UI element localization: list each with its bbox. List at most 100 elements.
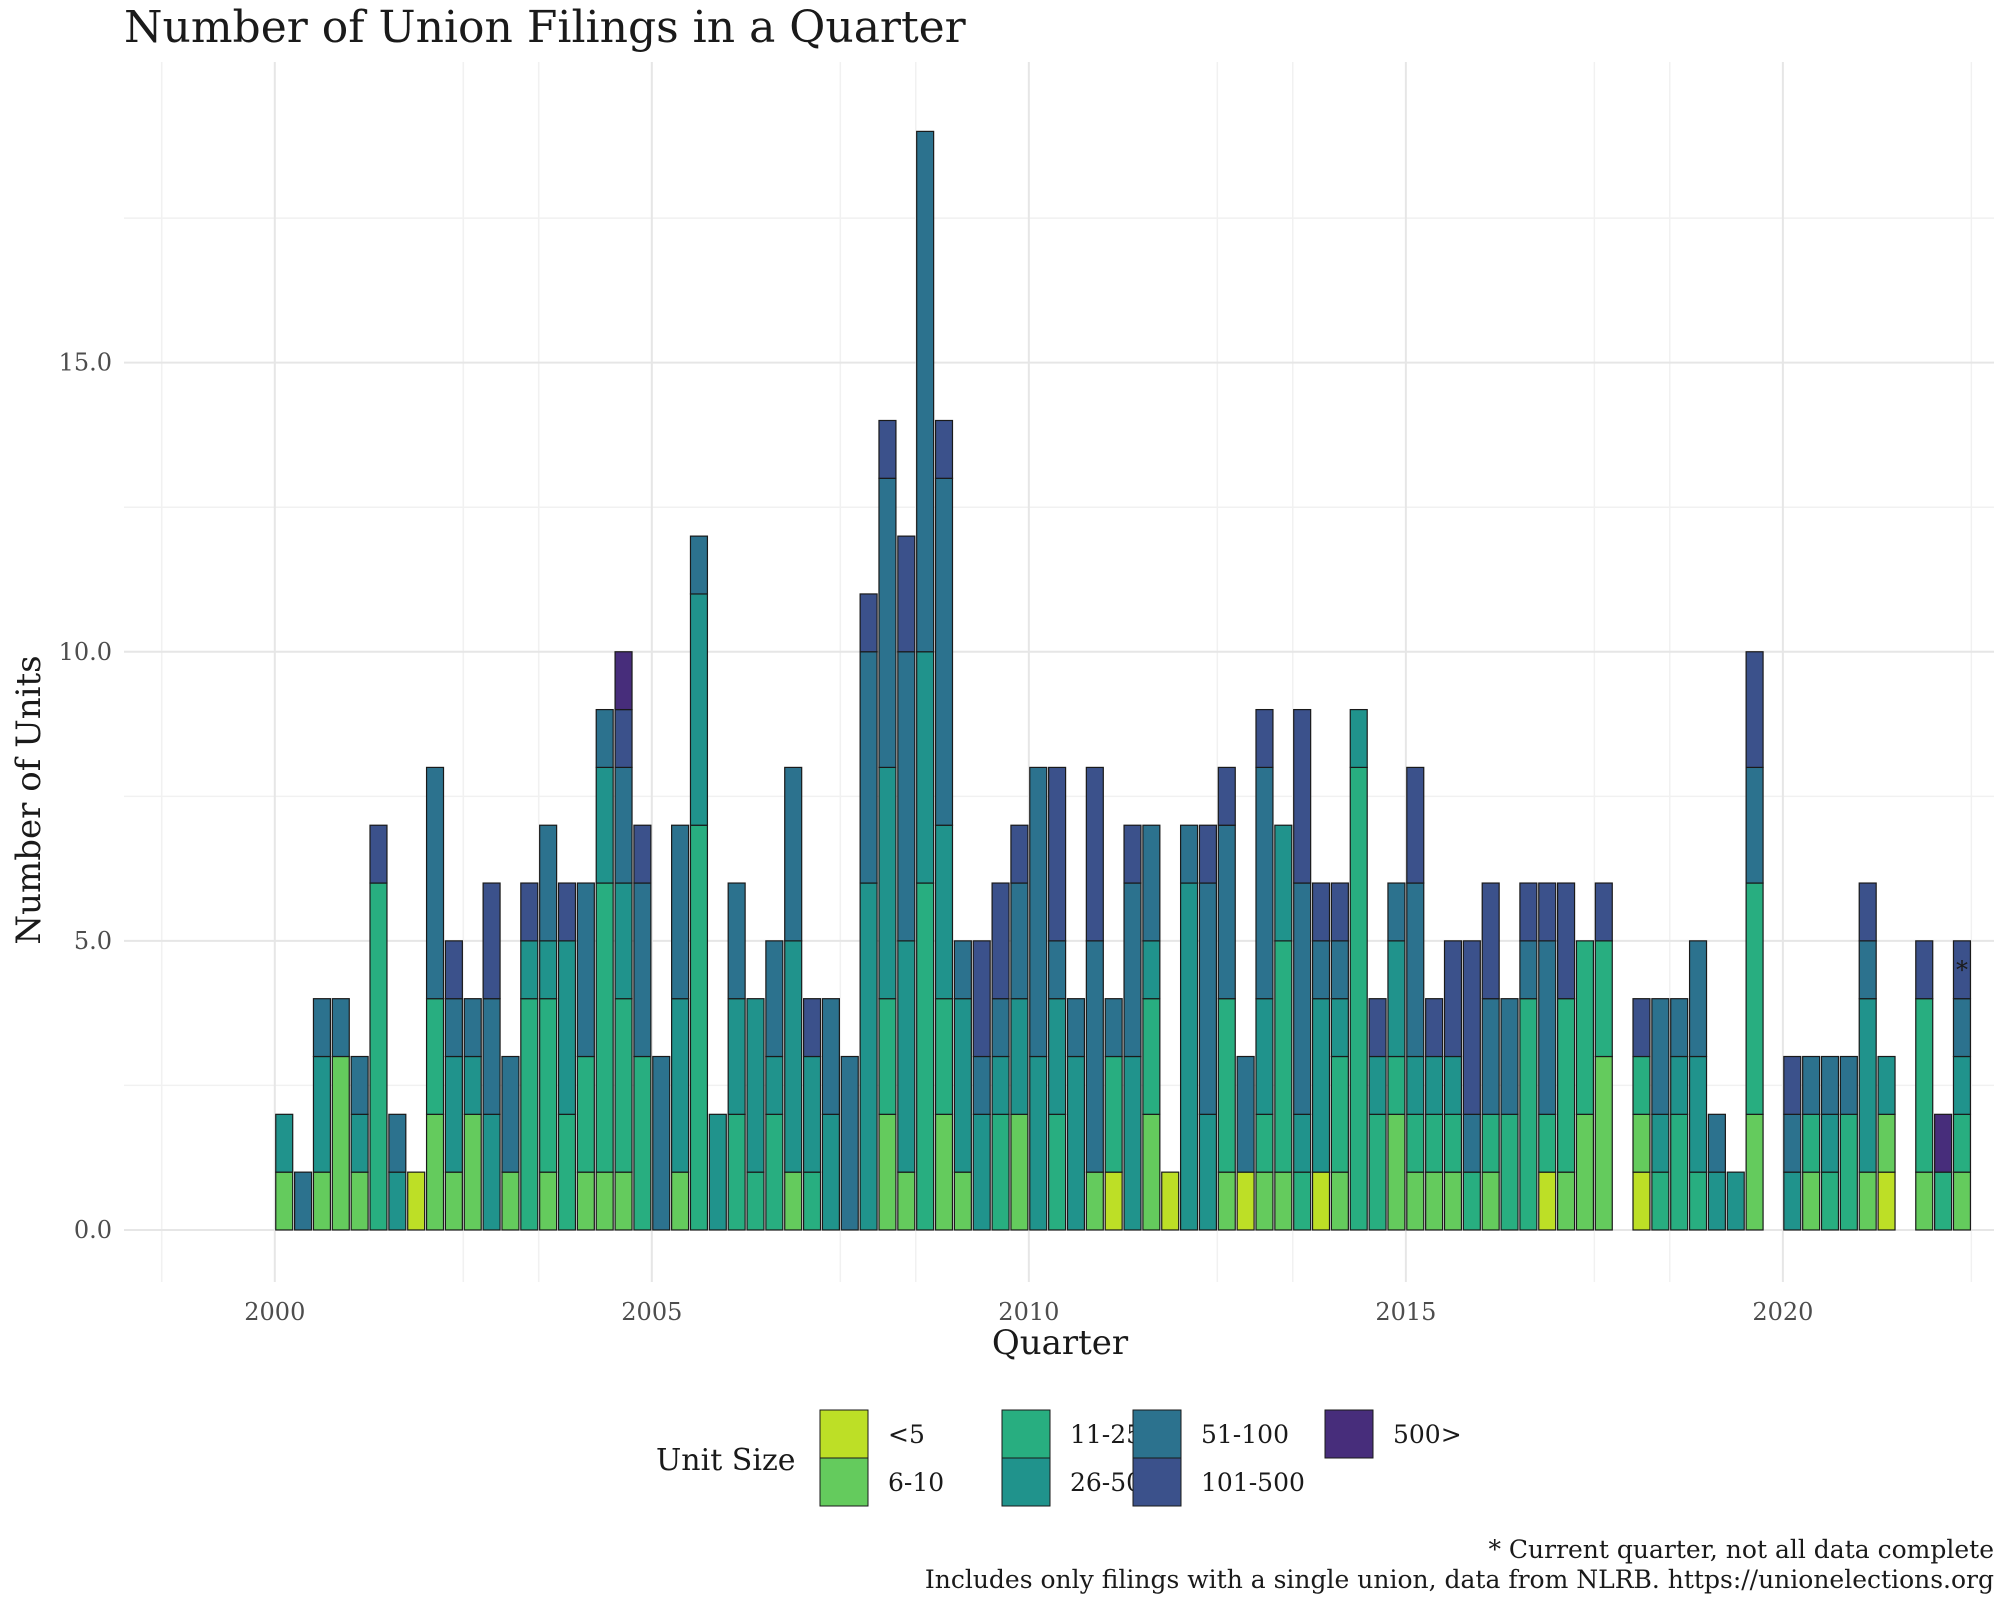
bar-segment <box>1462 1171 1481 1231</box>
bar-segment <box>897 535 916 653</box>
bar-segment <box>727 1113 746 1231</box>
legend-label: 6-10 <box>888 1468 944 1497</box>
bar-segment <box>1255 708 1274 769</box>
bar-segment <box>802 1171 822 1231</box>
bars <box>275 130 1972 1231</box>
bar-segment <box>1462 1113 1481 1173</box>
bar-segment <box>1632 1055 1651 1115</box>
bar-segment <box>1066 1055 1086 1231</box>
bar-segment <box>1406 1113 1425 1173</box>
bar-segment <box>1820 1113 1840 1173</box>
bar-segment <box>1349 766 1368 1231</box>
bar-segment <box>614 998 633 1173</box>
legend-label: 11-25 <box>1070 1420 1142 1449</box>
bar-segment <box>1255 766 1274 1000</box>
bar-segment <box>1707 1171 1726 1231</box>
bar-segment <box>897 940 916 1173</box>
bar-segment <box>1688 940 1708 1058</box>
bar-segment <box>1406 1171 1425 1231</box>
bar-segment <box>1877 1113 1896 1173</box>
bar-segment <box>1443 1171 1463 1231</box>
bar-segment <box>1575 940 1595 1115</box>
bar-segment <box>1783 1055 1802 1115</box>
bar-segment <box>1179 824 1199 884</box>
bar-segment <box>312 998 332 1058</box>
bar-segment <box>1274 1171 1293 1231</box>
x-tick-label: 2005 <box>621 1298 682 1326</box>
legend: Unit Size <5 6-10 11-25 26-50 51-100 101-500 5… <box>656 1409 1462 1507</box>
bar-segment <box>275 1171 294 1231</box>
bar-segment <box>1481 998 1500 1115</box>
bar-segment <box>425 1113 445 1231</box>
bar-segment <box>1123 882 1142 1058</box>
bar-segment <box>1142 998 1161 1115</box>
y-tick-label: 0.0 <box>74 1216 112 1244</box>
bar-segment <box>746 998 765 1173</box>
bar-segment <box>1425 1113 1444 1173</box>
bar-segment <box>1368 998 1387 1058</box>
bar-segment <box>1085 1171 1104 1231</box>
bar-segment <box>897 651 916 942</box>
bar-segment <box>1349 708 1368 769</box>
bar-segment <box>1519 940 1538 1000</box>
bar-segment <box>1368 1055 1387 1115</box>
bar-segment <box>444 998 463 1058</box>
bar-segment <box>1538 1171 1557 1231</box>
bar-segment <box>1387 1055 1406 1115</box>
bar-segment <box>1048 1113 1067 1231</box>
bar-segment <box>633 824 652 884</box>
bar-segment <box>1123 1055 1142 1231</box>
bar-segment <box>557 1113 577 1231</box>
bar-segment <box>463 1055 482 1115</box>
annotation-asterisk: * <box>1956 956 1968 984</box>
bar-segment <box>407 1171 426 1231</box>
bar-segment <box>953 1171 972 1231</box>
bar-segment <box>1274 824 1293 942</box>
bar-segment <box>934 824 954 1000</box>
bar-segment <box>1010 998 1029 1115</box>
bar-segment <box>1104 1171 1123 1231</box>
bar-segment <box>1557 1171 1576 1231</box>
bar-segment <box>444 940 463 1000</box>
bar-segment <box>991 1055 1010 1115</box>
legend-key <box>819 1409 869 1459</box>
legend-label: 101-500 <box>1201 1468 1305 1497</box>
bar-segment <box>1538 940 1557 1115</box>
bar-segment <box>444 1171 463 1231</box>
x-tick-label: 2000 <box>244 1298 305 1326</box>
bar-segment <box>972 1055 991 1115</box>
bar-segment <box>1330 998 1349 1058</box>
bar-segment <box>1745 882 1764 1115</box>
bar-segment <box>821 998 840 1115</box>
bar-segment <box>727 998 746 1115</box>
bar-segment <box>1066 998 1086 1058</box>
bar-segment <box>1217 824 1236 1000</box>
bar-segment <box>1783 1171 1802 1231</box>
bar-segment <box>1293 1113 1312 1173</box>
x-axis-ticks: 2000 2005 2010 2015 2020 <box>244 1298 1813 1326</box>
bar-segment <box>293 1171 313 1231</box>
bar-segment <box>595 882 614 1173</box>
bar-segment <box>1594 940 1613 1058</box>
bar-segment <box>1217 998 1236 1173</box>
bar-segment <box>1179 882 1199 1231</box>
bar-segment <box>878 477 897 769</box>
bar-segment <box>1330 1171 1349 1231</box>
x-tick-label: 2015 <box>1375 1298 1436 1326</box>
bar-segment <box>595 766 614 884</box>
bar-segment <box>1104 998 1123 1058</box>
bar-segment <box>539 940 558 1000</box>
bar-segment <box>1255 998 1274 1115</box>
annotations: * <box>1956 956 1968 984</box>
legend-label: 500> <box>1393 1420 1462 1449</box>
bar-segment <box>633 882 652 1058</box>
bar-segment <box>859 882 878 1231</box>
bar-segment <box>1217 766 1236 826</box>
bar-segment <box>1029 1055 1048 1231</box>
bar-segment <box>614 882 633 1000</box>
bar-segment <box>331 998 350 1058</box>
legend-label: 26-50 <box>1070 1468 1142 1497</box>
bar-segment <box>859 593 878 653</box>
bar-segment <box>1198 882 1218 1115</box>
